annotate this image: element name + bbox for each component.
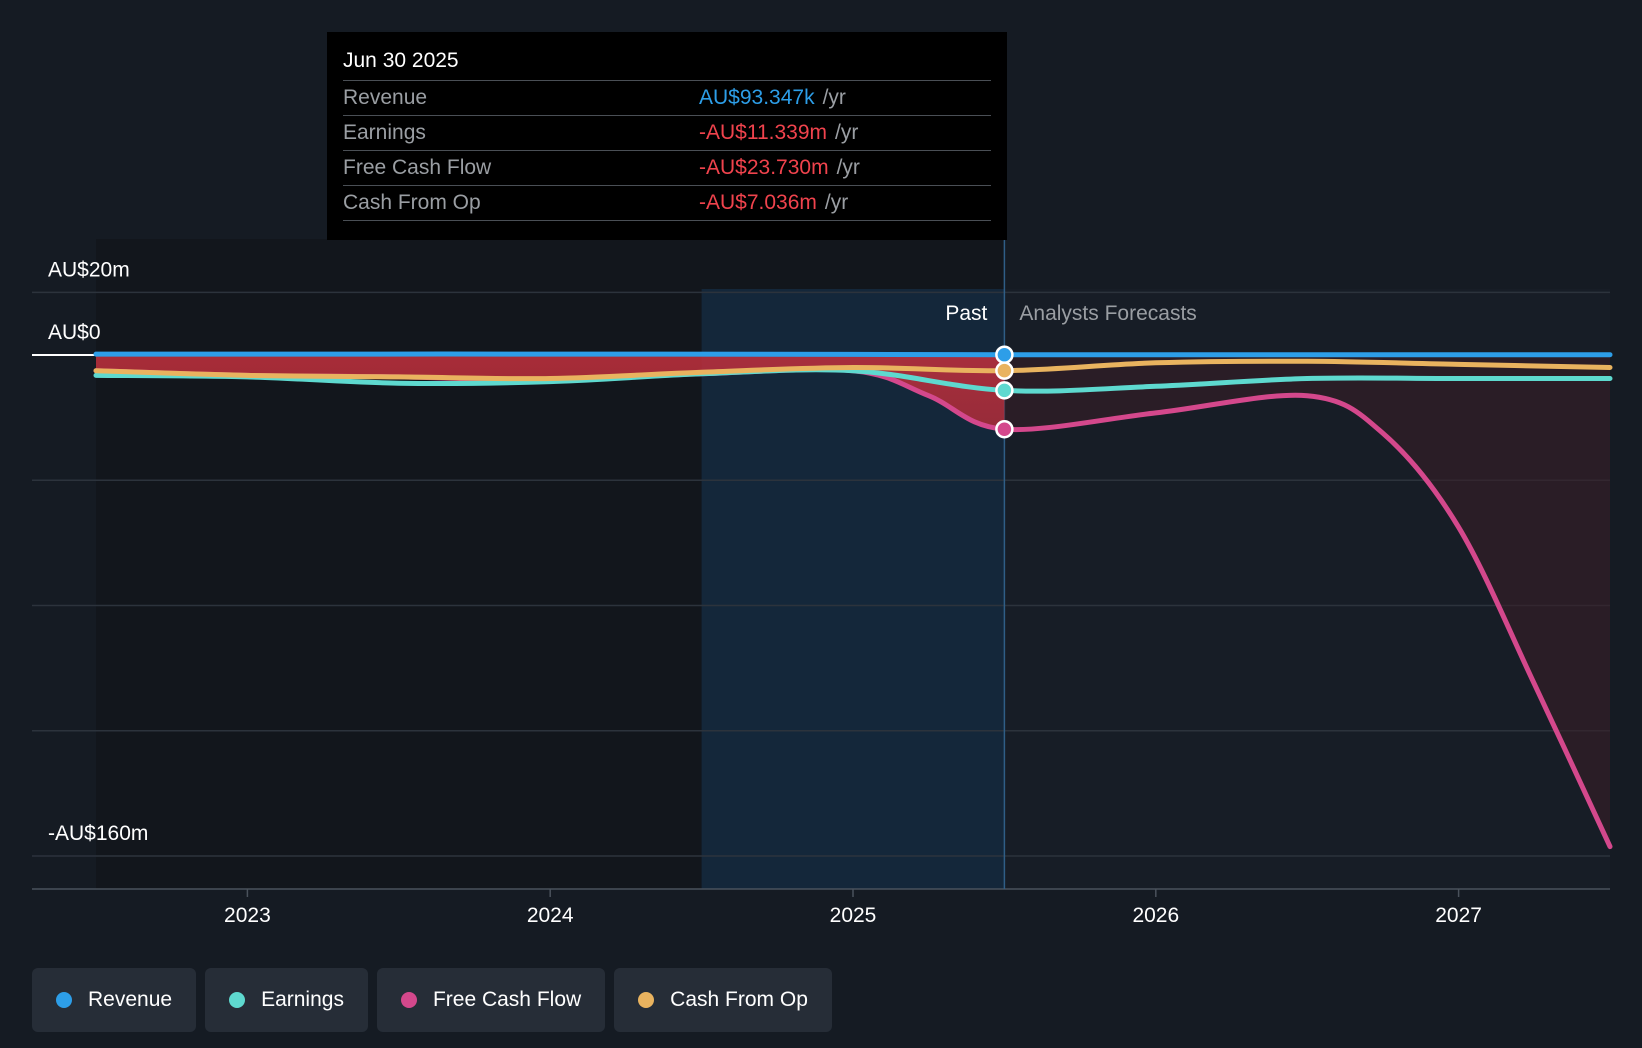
y-axis-label: AU$20m — [48, 258, 130, 281]
legend-dot-icon — [400, 992, 417, 1008]
data-point-cash-from-op — [995, 361, 1014, 380]
legend-label: Cash From Op — [670, 988, 808, 1011]
legend-item-free-cash-flow[interactable]: Free Cash Flow — [376, 968, 606, 1032]
tooltip-row-earnings: Earnings -AU$11.339m /yr — [343, 115, 991, 150]
tooltip-value: -AU$11.339m — [699, 121, 828, 144]
series-line-earnings — [93, 367, 1613, 394]
tooltip-row-free-cash-flow: Free Cash Flow -AU$23.730m /yr — [343, 150, 991, 185]
x-tick-label: 2024 — [527, 904, 574, 927]
data-point-free-cash-flow — [995, 419, 1014, 439]
tooltip-value: -AU$7.036m — [699, 191, 817, 214]
x-tick-label: 2027 — [1435, 904, 1482, 927]
x-tick-label: 2023 — [224, 904, 271, 927]
tooltip-unit: /yr — [836, 156, 860, 179]
tooltip-date: Jun 30 2025 — [343, 49, 459, 72]
legend-item-revenue[interactable]: Revenue — [32, 968, 197, 1032]
legend-item-cash-from-op[interactable]: Cash From Op — [614, 968, 832, 1032]
tooltip-label: Earnings — [343, 121, 426, 144]
tooltip-unit: /yr — [824, 191, 849, 214]
tooltip-label: Revenue — [343, 86, 428, 109]
legend-item-earnings[interactable]: Earnings — [205, 968, 368, 1032]
y-axis-label: AU$0 — [48, 321, 101, 344]
tooltip: Jun 30 2025 Revenue AU$93.347k /yr Earni… — [327, 32, 1007, 240]
y-axis-label: -AU$160m — [48, 822, 148, 845]
tooltip-unit: /yr — [835, 121, 859, 144]
legend: Revenue Earnings Free Cash Flow Cash Fro… — [32, 968, 841, 1032]
legend-label: Free Cash Flow — [432, 988, 582, 1011]
tooltip-unit: /yr — [822, 86, 846, 109]
legend-label: Earnings — [261, 988, 344, 1011]
series-line-revenue — [93, 351, 1613, 358]
tooltip-row-revenue: Revenue AU$93.347k /yr — [343, 80, 991, 115]
data-point-revenue — [995, 345, 1014, 364]
tooltip-label: Cash From Op — [343, 191, 481, 214]
forecast-label: Analysts Forecasts — [1019, 302, 1196, 325]
tooltip-label: Free Cash Flow — [343, 156, 492, 179]
data-point-earnings — [995, 381, 1014, 400]
legend-dot-icon — [638, 992, 655, 1008]
x-tick-label: 2026 — [1132, 904, 1179, 927]
legend-dot-icon — [56, 992, 72, 1008]
tooltip-value: -AU$23.730m — [699, 156, 829, 179]
x-tick-label: 2025 — [830, 904, 877, 927]
tooltip-value: AU$93.347k — [699, 86, 815, 109]
area-past — [96, 355, 1005, 430]
past-label: Past — [945, 302, 987, 325]
legend-dot-icon — [229, 992, 246, 1008]
series-line-cash-from-op — [93, 358, 1613, 382]
tooltip-row-cash-from-op: Cash From Op -AU$7.036m /yr — [343, 185, 991, 221]
area-forecast — [1004, 355, 1610, 847]
legend-label: Revenue — [88, 988, 173, 1011]
